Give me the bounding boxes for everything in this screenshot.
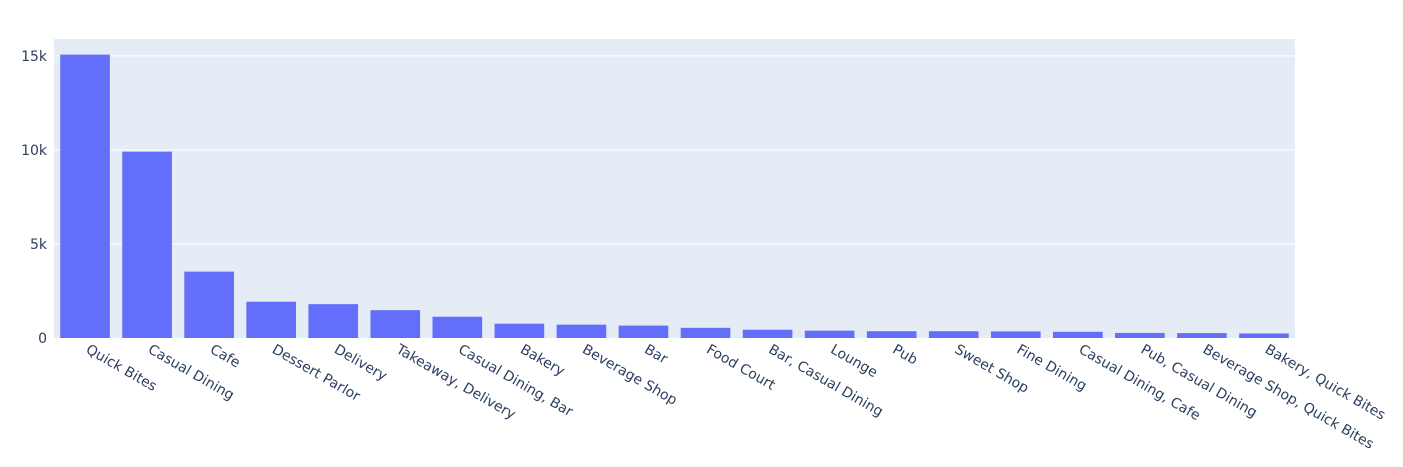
bar[interactable] bbox=[742, 329, 793, 338]
bar[interactable] bbox=[618, 325, 669, 338]
bar[interactable] bbox=[184, 271, 234, 338]
y-tick-label: 0 bbox=[38, 331, 47, 347]
bar[interactable] bbox=[1177, 333, 1227, 338]
bar[interactable] bbox=[308, 304, 359, 338]
x-tick-label: Bar, Casual Dining bbox=[766, 342, 886, 421]
bar[interactable] bbox=[804, 330, 855, 338]
bar[interactable] bbox=[680, 327, 731, 338]
x-tick-label: Takeaway, Delivery bbox=[392, 341, 518, 423]
x-tick-label: Food Court bbox=[704, 342, 779, 394]
y-tick-label: 10k bbox=[21, 143, 48, 159]
bar[interactable] bbox=[1239, 333, 1289, 338]
bar[interactable] bbox=[990, 331, 1041, 338]
bar[interactable] bbox=[556, 324, 607, 338]
x-tick-label: Bar bbox=[641, 342, 670, 368]
bar[interactable] bbox=[60, 54, 110, 338]
x-tick-label: Cafe bbox=[207, 342, 243, 372]
bar[interactable] bbox=[246, 301, 296, 338]
x-tick-label: Lounge bbox=[828, 342, 880, 382]
bar[interactable] bbox=[1053, 331, 1103, 338]
bar[interactable] bbox=[866, 331, 917, 338]
bar[interactable] bbox=[494, 323, 545, 338]
plot-area bbox=[54, 39, 1295, 338]
bars bbox=[60, 54, 1289, 338]
bar[interactable] bbox=[432, 316, 483, 338]
y-tick-label: 15k bbox=[21, 49, 48, 65]
y-tick-label: 5k bbox=[30, 237, 48, 253]
bar[interactable] bbox=[928, 331, 979, 338]
x-tick-label: Pub bbox=[890, 342, 921, 369]
x-tick-label: Bakery bbox=[517, 342, 567, 380]
bar[interactable] bbox=[122, 151, 172, 338]
bar[interactable] bbox=[1115, 332, 1165, 338]
gridlines bbox=[54, 55, 1295, 245]
bar[interactable] bbox=[370, 310, 421, 338]
y-axis-ticks: 0 5k 10k 15k bbox=[21, 49, 48, 347]
